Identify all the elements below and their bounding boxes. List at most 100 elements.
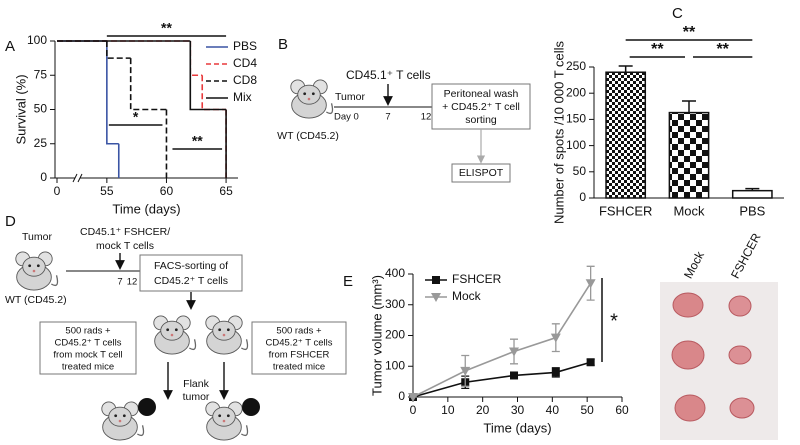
x-tick-label: 40 [546,403,560,417]
x-tick-label: 60 [615,403,629,417]
box-text: Peritoneal wash [444,88,519,100]
tumor-sample [674,394,706,422]
panel-label: A [5,38,15,55]
x-axis-label: Time (days) [112,201,180,216]
y-tick-label: 200 [566,85,586,99]
significance-label: * [133,109,139,125]
y-tick-label: 0 [40,170,47,184]
tumor-sample [728,345,752,365]
diagram-d: D Tumor CD45.1⁺ FSHCER/ mock T cells WT … [5,213,347,441]
legend-label: CD4 [233,56,257,70]
y-tick-label: 150 [566,112,586,126]
significance-label: ** [192,133,203,149]
box-text: from mock T cell [53,350,122,361]
box-text: CD45.2⁺ T cells [55,338,122,349]
tumor-sample [671,340,705,370]
mouse-icon [153,315,197,355]
diagram-b: B WT (CD45.2) CD45.1⁺ T cells Tumor Day … [277,36,531,183]
survival-step [129,58,167,111]
error-bar [745,187,760,191]
significance-label: ** [683,24,696,41]
mouse-icon [205,401,249,441]
y-tick-label: 200 [385,328,405,342]
x-tick-label: 50 [580,403,594,417]
survival-step [106,41,131,59]
x-axis-label: Time (days) [483,420,551,435]
box-text: sorting [465,114,497,126]
box-text: treated mice [62,362,114,373]
step-label: tumor [183,391,210,403]
y-axis-label: Number of spots /10 000 T cells [551,40,566,224]
significance-label: ** [716,41,729,58]
step-label: Flank [183,378,209,390]
y-tick-label: 400 [385,266,405,280]
box-text: CD45.2⁺ T cells [154,275,228,287]
tumor [242,398,260,416]
x-tick-label: FSHCER [599,203,652,218]
significance-label: * [610,310,618,332]
box-text: 500 rads + [276,326,322,337]
y-tick-label: 50 [573,164,587,178]
photo-label: Mock [681,248,707,281]
significance-label: ** [651,41,664,58]
marker [408,393,418,402]
tumor-sample [728,295,752,317]
legend-label: Mix [233,90,252,104]
y-tick-label: 100 [27,33,47,47]
x-tick-label: 0 [410,403,417,417]
y-axis-label: Survival (%) [13,74,28,144]
photo-label: FSHCER [728,230,764,280]
x-tick-label: 20 [476,403,490,417]
x-tick-label: 30 [511,403,525,417]
x-tick-label: PBS [739,203,765,218]
marker [510,371,519,380]
timeline-label: 7 [385,112,390,123]
y-tick-label: 100 [566,138,586,152]
panel-label: E [343,273,353,290]
box [451,163,511,183]
bar [605,71,647,199]
bar [668,111,710,199]
marker [460,366,471,376]
bar [731,189,773,199]
marker [431,293,441,302]
survival-step [189,41,227,111]
legend-label: FSHCER [452,272,502,286]
survival-step [189,41,203,77]
x-tick-label: 60 [160,184,174,198]
x-tick-label: 10 [441,403,455,417]
box-text: + CD45.2⁺ T cell [442,101,520,113]
y-tick-label: 25 [34,136,48,150]
y-tick-label: 250 [566,59,586,73]
legend-label: Mock [452,289,482,303]
box-text: CD45.2⁺ T cells [266,338,333,349]
tumor-photo: Mock FSHCER [660,230,778,440]
box-text: treated mice [273,362,325,373]
error-bar [618,65,633,73]
legend-label: PBS [233,39,257,53]
injection-label: CD45.1⁺ FSHCER/ [80,226,170,238]
significance-label: ** [161,20,172,36]
mouse-icon [205,315,249,355]
x-tick-label: 55 [100,184,114,198]
y-tick-label: 100 [385,358,405,372]
timeline-label: 7 [117,277,122,288]
y-tick-label: 0 [398,389,405,403]
panel-label: D [5,213,16,230]
y-axis-label: Tumor volume (mm³) [369,275,384,396]
y-tick-label: 0 [579,190,586,204]
injection-label: mock T cells [96,240,154,252]
legend-label: CD8 [233,73,257,87]
tumor-label: Tumor [22,231,52,243]
axis-break [77,173,83,183]
marker [585,279,596,289]
mouse-icon [290,79,334,119]
marker [550,333,561,343]
box-text: ELISPOT [459,167,504,179]
marker [432,276,440,284]
mouse-icon [15,251,59,291]
mouse-icon [101,401,145,441]
timeline-label: 12 [127,277,138,288]
timeline-label: 12 [421,112,432,123]
